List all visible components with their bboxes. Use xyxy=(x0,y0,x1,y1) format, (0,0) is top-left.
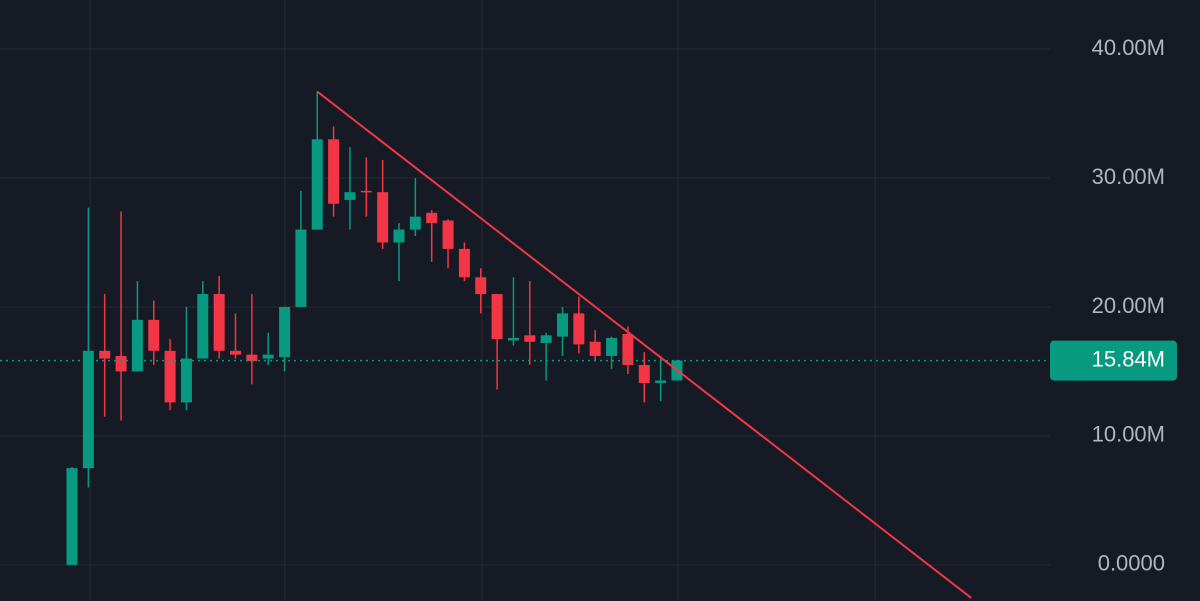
candle-body xyxy=(638,364,650,384)
last-price-box xyxy=(1050,340,1177,381)
candle-body xyxy=(360,190,372,193)
candle-body xyxy=(262,354,274,359)
last-price-label: 15.84M xyxy=(1092,346,1165,371)
candle-body xyxy=(328,139,340,204)
y-tick-label: 0.0000 xyxy=(1098,551,1165,576)
candle-body xyxy=(344,192,356,200)
trendline xyxy=(316,90,972,599)
candle-body xyxy=(409,216,421,230)
candle-body xyxy=(540,335,552,344)
candle-body xyxy=(377,192,389,243)
candle-body xyxy=(295,229,307,307)
time-grid xyxy=(89,0,876,601)
candle-body xyxy=(606,337,618,356)
candle-body xyxy=(180,358,192,403)
candle-body xyxy=(246,354,258,362)
y-tick-label: 40.00M xyxy=(1092,35,1165,60)
candle-body xyxy=(131,319,143,372)
candle-body xyxy=(426,212,438,224)
candle-body xyxy=(442,220,454,249)
candle-body xyxy=(458,248,470,278)
candle-body xyxy=(491,294,503,340)
candle-body xyxy=(82,350,94,469)
candle-body xyxy=(230,350,241,355)
candle-body xyxy=(573,313,585,345)
candle-body xyxy=(655,380,667,384)
candle-body xyxy=(148,319,160,351)
candle-body xyxy=(311,139,323,230)
y-tick-label: 30.00M xyxy=(1092,164,1165,189)
candle-body xyxy=(557,313,568,337)
y-tick-label: 20.00M xyxy=(1092,293,1165,318)
candle-body xyxy=(524,335,536,342)
candle-body xyxy=(475,277,487,295)
candle-body xyxy=(589,341,601,356)
candle-body xyxy=(393,229,405,243)
candle-body xyxy=(115,355,127,372)
candle-body xyxy=(99,350,111,359)
candle-body xyxy=(66,468,78,565)
candle-body xyxy=(622,334,634,365)
candle-body xyxy=(213,294,225,351)
candle-body xyxy=(197,294,209,359)
y-tick-label: 10.00M xyxy=(1092,422,1165,447)
candle-body xyxy=(507,337,519,341)
candle-body xyxy=(279,306,291,358)
candle-body xyxy=(164,350,176,403)
